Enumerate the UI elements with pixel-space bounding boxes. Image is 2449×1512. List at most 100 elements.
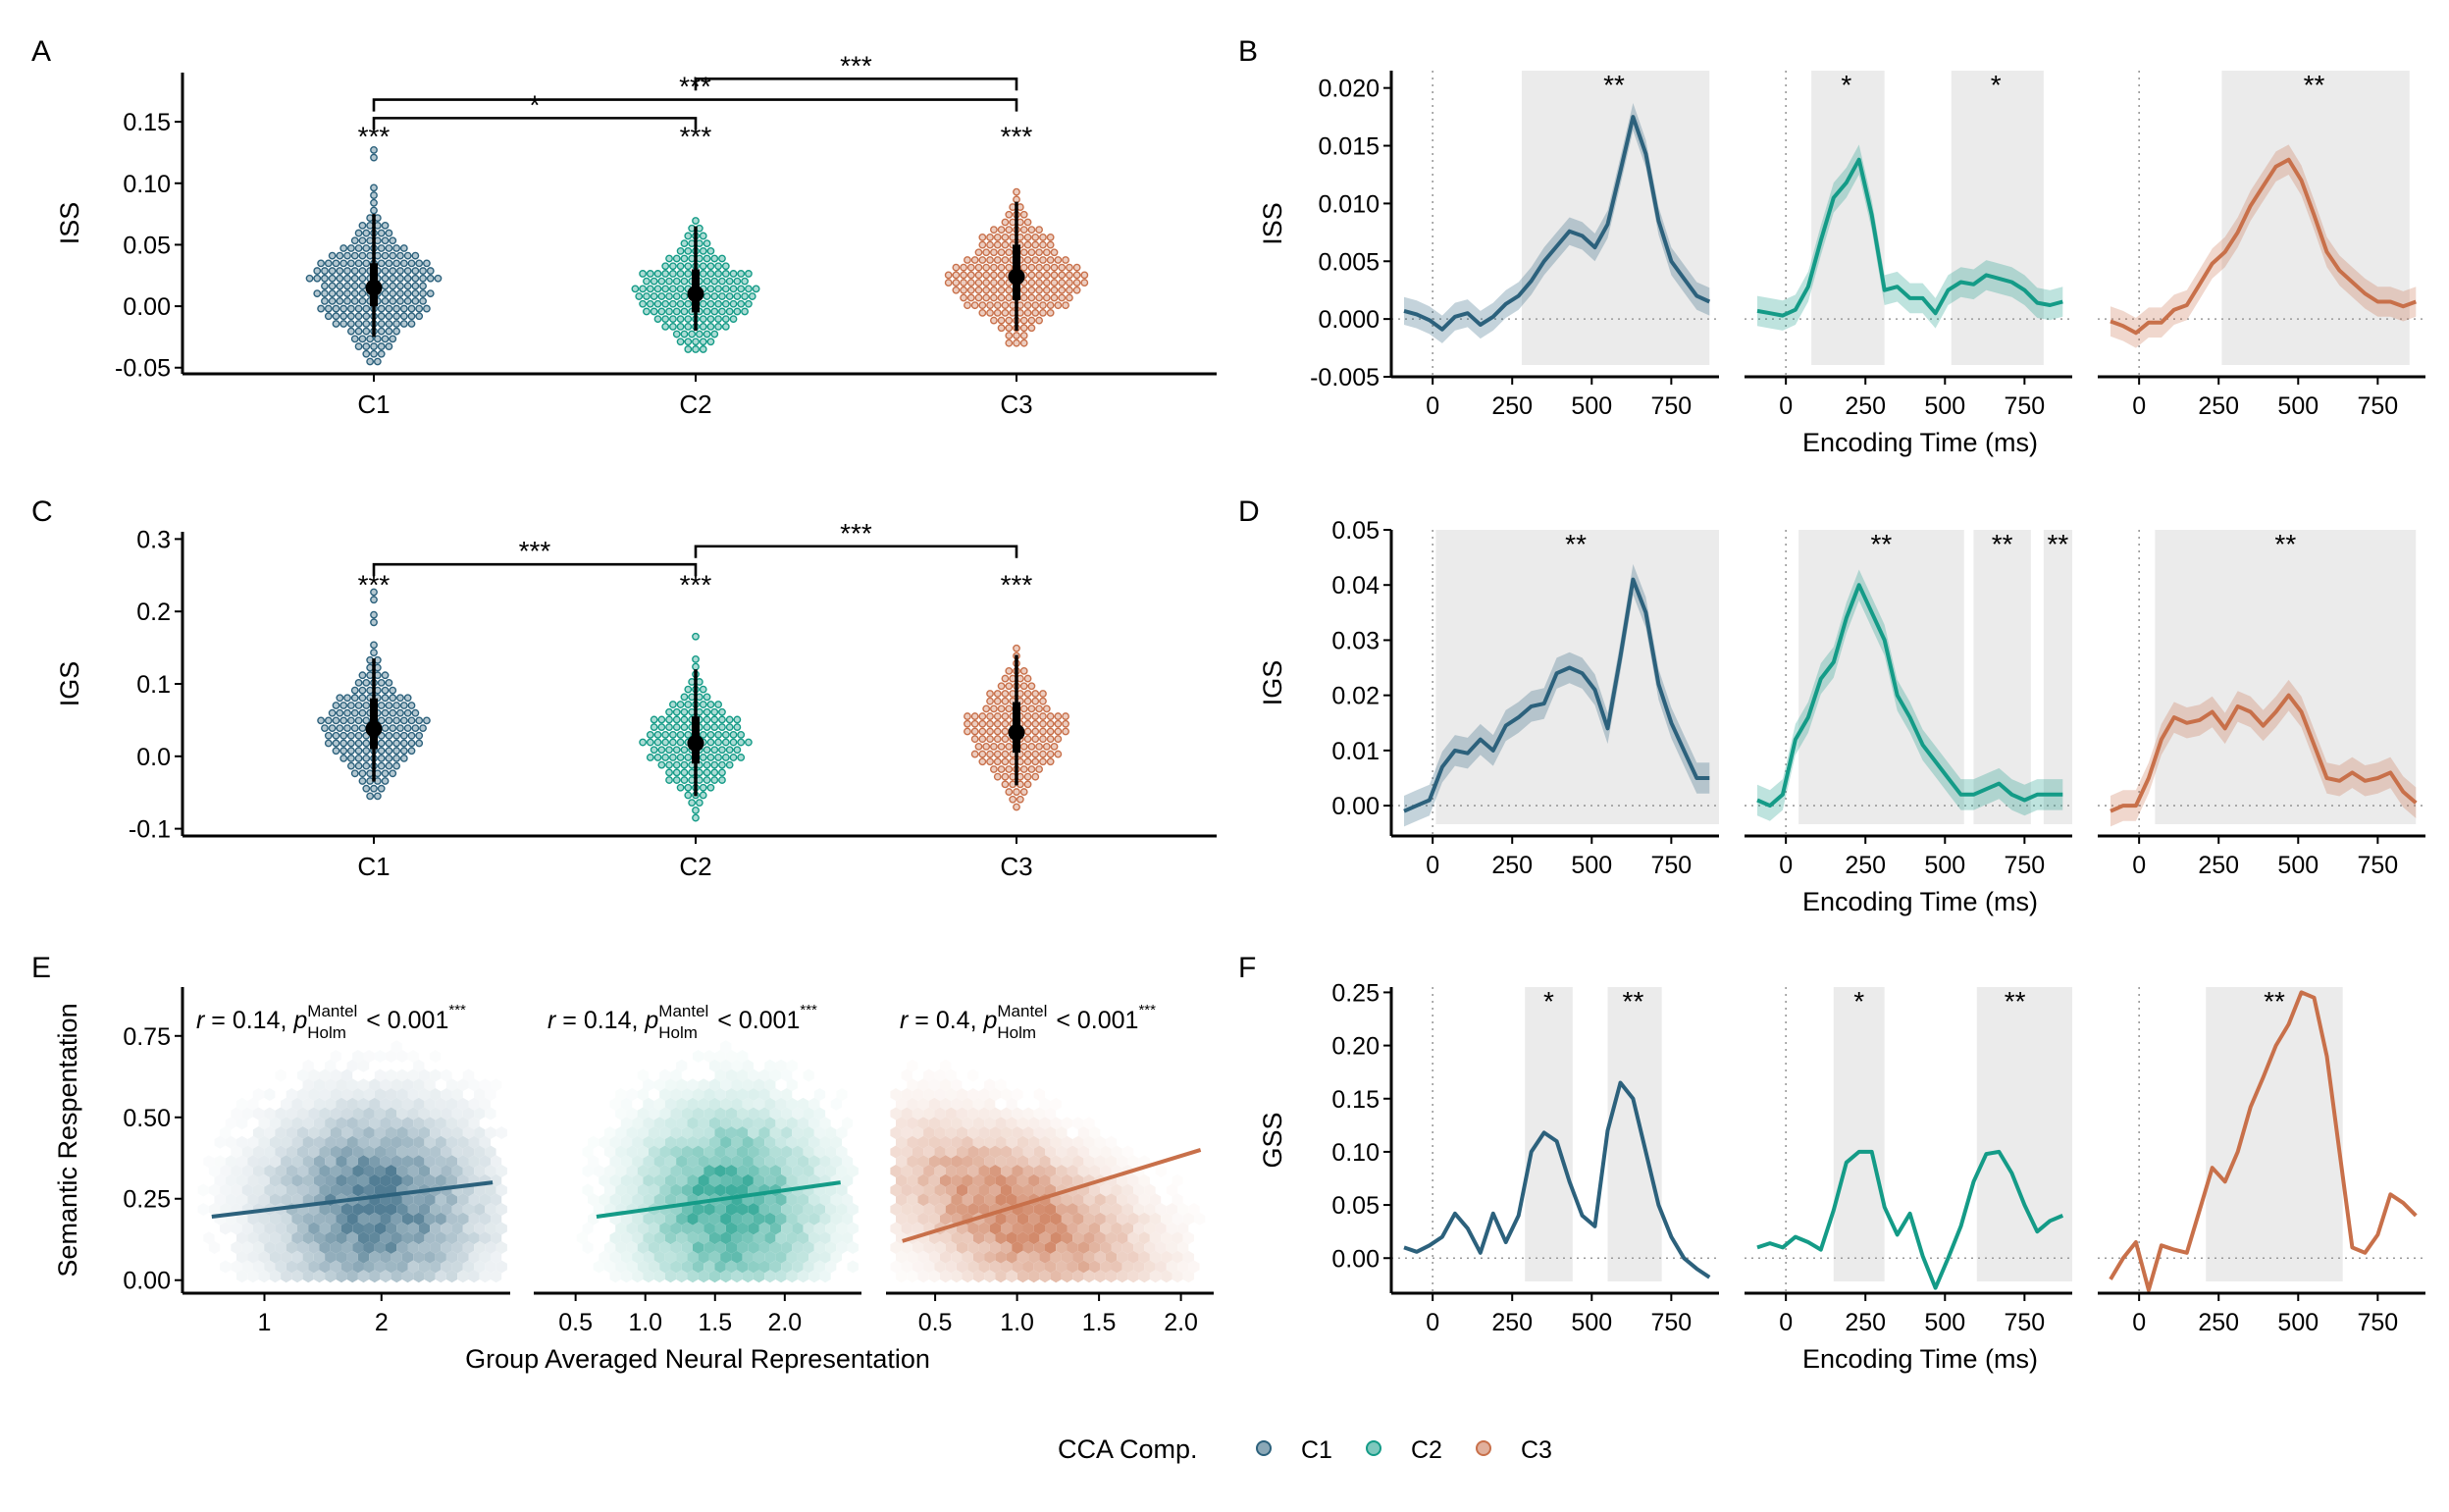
hexbin-cell	[1072, 1173, 1084, 1187]
data-point	[680, 746, 689, 755]
hexbin-cell	[291, 1135, 303, 1149]
data-point	[964, 256, 971, 264]
data-point	[1031, 772, 1040, 781]
data-point	[978, 256, 987, 264]
hexbin-cell	[1177, 1241, 1189, 1254]
hexbin-cell	[599, 1135, 610, 1149]
data-point	[970, 727, 979, 736]
correlation-annotation: r = 0.4, pMantel Holm < 0.001***	[900, 1002, 1156, 1042]
hexbin-cell	[396, 1222, 408, 1235]
hexbin-cell	[401, 1193, 414, 1207]
data-point	[997, 248, 1006, 257]
hexbin-cell	[830, 1097, 842, 1111]
hexbin-cell	[775, 1135, 787, 1149]
hexbin-cell	[737, 1260, 749, 1274]
data-point	[385, 342, 393, 350]
hexbin-cell	[1028, 1231, 1040, 1245]
hexbin-cell	[890, 1165, 902, 1177]
hexbin-cell	[468, 1250, 480, 1264]
hexbin-cell	[374, 1222, 386, 1235]
data-point	[370, 153, 378, 162]
data-point	[343, 282, 351, 290]
hexbin-cell	[401, 1270, 414, 1283]
data-point	[699, 730, 707, 739]
comparison-bracket	[372, 562, 698, 577]
x-tick-label: 500	[1924, 1309, 1965, 1336]
hexbin-cell	[737, 1203, 749, 1216]
hexbin-cell	[468, 1270, 480, 1283]
hexbin-cell	[380, 1135, 391, 1149]
data-point	[993, 727, 1002, 736]
data-point	[639, 285, 647, 293]
data-point	[403, 694, 412, 703]
hexbin-cell	[445, 1135, 458, 1149]
data-point	[1027, 293, 1036, 302]
hexbin-cell	[264, 1126, 276, 1139]
significance-stars: **	[2274, 529, 2296, 559]
hexbin-cell	[632, 1117, 644, 1130]
hexbin-cell	[1100, 1222, 1112, 1235]
x-tick-label: 750	[1650, 392, 1692, 420]
hexbin-cell	[1077, 1126, 1089, 1139]
data-point	[339, 259, 348, 268]
data-point	[703, 239, 711, 248]
hexbin-cell	[1117, 1212, 1128, 1225]
hexbin-cell	[286, 1183, 297, 1197]
annotation-subscript: Holm	[307, 1023, 346, 1042]
hexbin-cell	[720, 1135, 732, 1149]
hexbin-cell	[386, 1050, 397, 1063]
data-point	[403, 251, 412, 260]
data-point	[362, 244, 371, 252]
hexbin-cell	[468, 1212, 480, 1225]
data-point	[419, 724, 427, 733]
data-point	[699, 783, 707, 792]
hexbin-cell	[609, 1250, 621, 1264]
hexbin-cell	[1083, 1117, 1095, 1130]
data-point	[392, 320, 400, 328]
hexbin-cell	[725, 1183, 737, 1197]
hexbin-cell	[391, 1270, 402, 1283]
hexbin-cell	[363, 1165, 375, 1177]
hexbin-cell	[341, 1183, 353, 1197]
data-point	[684, 270, 693, 278]
hexbin-cell	[330, 1050, 341, 1063]
data-point	[1027, 682, 1036, 691]
data-point	[332, 739, 340, 748]
hexbin-cell	[928, 1250, 940, 1264]
hexbin-cell	[214, 1135, 226, 1149]
hexbin-cell	[659, 1088, 671, 1101]
hexbin-cell	[1039, 1097, 1051, 1111]
hexbin-cell	[653, 1270, 665, 1283]
hexbin-cell	[940, 1097, 952, 1111]
hexbin-cell	[603, 1241, 616, 1254]
hexbin-cell	[797, 1135, 809, 1149]
hexbin-cell	[445, 1117, 458, 1130]
data-point	[721, 730, 730, 739]
hexbin-cell	[917, 1097, 929, 1111]
hexbin-cell	[708, 1231, 721, 1245]
hexbin-cell	[649, 1165, 660, 1177]
hexbin-cell	[302, 1231, 314, 1245]
hexbin-cell	[978, 1107, 990, 1121]
hexbin-cell	[609, 1270, 621, 1283]
hexbin-cell	[208, 1241, 221, 1254]
hexbin-cell	[275, 1069, 287, 1082]
hexbin-cell	[643, 1250, 654, 1264]
hexbin-cell	[341, 1126, 353, 1139]
hexbin-cell	[659, 1222, 671, 1235]
data-point	[362, 747, 371, 756]
hexbin-cell	[928, 1173, 940, 1187]
data-point	[328, 282, 337, 290]
confidence-band-c2	[1757, 144, 2063, 331]
hexbin-cell	[1033, 1088, 1045, 1101]
hexbin-cell	[336, 1117, 347, 1130]
hexbin-cell	[1050, 1212, 1062, 1225]
hexbin-cell	[967, 1107, 979, 1121]
hexbin-cell	[1033, 1241, 1045, 1254]
hexbin-cell	[1127, 1212, 1139, 1225]
annotation-value: = 0.14,	[555, 1007, 645, 1034]
data-point	[672, 715, 681, 724]
data-point	[997, 704, 1006, 713]
hexbin-cell	[825, 1183, 837, 1197]
data-point	[399, 702, 408, 709]
